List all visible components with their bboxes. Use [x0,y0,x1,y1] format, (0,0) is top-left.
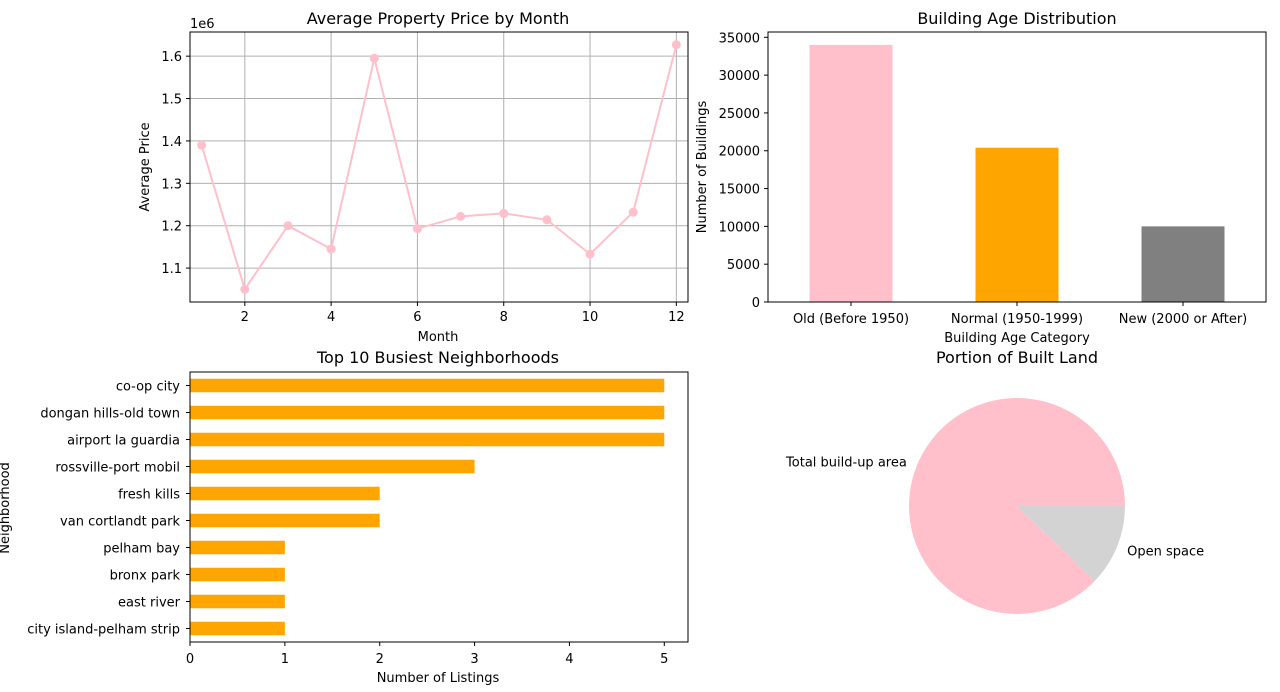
line-chart-grid [190,32,688,302]
line-chart-ticks: 2 4 6 8 10 12 1.1 1.2 1.3 1.4 1.5 1.6 [161,50,684,325]
age-chart-y-tick-label: 0 [752,296,760,311]
line-chart-point [585,249,595,259]
age-chart-y-tick-label: 5000 [727,258,760,273]
line-chart-frame [189,31,689,303]
neighborhood-chart-x-tick-label: 0 [186,652,194,667]
line-chart-series [197,40,681,294]
line-chart-point [369,53,379,63]
line-chart-x-tick-label: 6 [413,310,421,325]
line-chart-offset-label: 1e6 [190,17,215,32]
age-chart-x-tick-label: Normal (1950-1999) [951,312,1083,327]
age-chart-bar [809,44,893,302]
line-chart-point [456,211,466,221]
neighborhood-chart-y-tick-label: east river [118,596,181,611]
neighborhood-chart-bar [190,540,285,555]
line-chart-point [283,221,293,231]
line-chart-x-tick-label: 12 [668,310,685,325]
pie-chart-panel: Portion of Built Land Total build-up are… [785,348,1204,614]
neighborhood-chart-x-tick-label: 2 [376,652,384,667]
line-chart-x-tick-label: 10 [582,310,599,325]
pie-chart-slices: Total build-up area Open space [785,397,1204,614]
age-chart-bar [975,147,1059,302]
line-chart-y-tick-label: 1.2 [161,220,182,235]
line-chart-point [542,215,552,225]
neighborhood-chart-bar [190,432,665,447]
neighborhood-chart-y-tick-label: airport la guardia [67,434,180,449]
neighborhood-bar-chart-panel: Top 10 Busiest Neighborhoods 0 1 2 3 4 5 co-op… [0,348,689,686]
neighborhood-chart-bar [190,594,285,609]
pie-chart-slice-label: Open space [1127,544,1204,559]
neighborhood-chart-frame [189,371,689,643]
pie-chart-slice [1017,506,1125,581]
age-chart-y-tick-label: 25000 [719,107,760,122]
neighborhood-chart-y-tick-label: fresh kills [118,488,180,503]
line-chart-x-tick-label: 8 [500,310,508,325]
line-chart-ylabel: Average Price [138,122,153,211]
neighborhood-chart-bar [190,513,380,528]
neighborhood-chart-x-tick-label: 1 [281,652,289,667]
neighborhood-chart-y-tick-label: co-op city [116,380,180,395]
line-chart-xlabel: Month [418,330,459,345]
age-chart-y-tick-label: 30000 [719,69,760,84]
age-chart-y-tick-label: 20000 [719,145,760,160]
age-chart-y-tick-label: 35000 [719,31,760,46]
neighborhood-chart-x-tick-label: 5 [660,652,668,667]
age-chart-x-tick-label: Old (Before 1950) [793,312,909,327]
line-chart-title: Average Property Price by Month [307,9,570,28]
neighborhood-chart-ticks: 0 1 2 3 4 5 co-op city dongan hills-old town air… [27,380,668,668]
line-chart-point [326,244,336,254]
neighborhood-chart-y-tick-label: bronx park [110,569,181,584]
age-chart-x-tick-label: New (2000 or After) [1119,312,1248,327]
pie-chart-slice [909,397,1125,614]
line-chart-panel: Average Property Price by Month 1e6 2 4 6 8… [138,9,689,345]
line-chart-point [628,207,638,217]
pie-chart-title: Portion of Built Land [936,348,1098,367]
neighborhood-chart-ylabel: Neighborhood [0,462,13,554]
neighborhood-chart-title: Top 10 Busiest Neighborhoods [316,348,559,367]
age-chart-xlabel: Building Age Category [944,331,1090,346]
neighborhood-chart-bar [190,567,285,582]
age-chart-bar [1141,226,1225,302]
age-chart-bars [809,44,1225,302]
line-chart-point [197,140,207,150]
age-chart-ylabel: Number of Buildings [695,101,710,234]
neighborhood-chart-bar [190,378,665,393]
line-chart-y-tick-label: 1.4 [161,135,182,150]
neighborhood-chart-bar [190,621,285,636]
neighborhood-chart-bar [190,459,475,474]
line-chart-point [671,40,681,50]
neighborhood-chart-bar [190,486,380,501]
neighborhood-chart-xlabel: Number of Listings [377,671,500,686]
line-chart-x-tick-label: 4 [327,310,335,325]
neighborhood-chart-y-tick-label: pelham bay [103,542,180,557]
age-chart-title: Building Age Distribution [917,9,1116,28]
age-bar-chart-panel: Building Age Distribution 0 5000 10000 1500… [695,9,1267,346]
neighborhood-chart-bar [190,405,665,420]
line-chart-y-tick-label: 1.6 [161,50,182,65]
neighborhood-chart-y-tick-label: city island-pelham strip [27,623,180,638]
line-chart-point [412,224,422,234]
neighborhood-chart-y-tick-label: van cortlandt park [60,515,180,530]
neighborhood-chart-x-tick-label: 3 [470,652,478,667]
age-chart-y-tick-label: 10000 [719,220,760,235]
line-chart-series-line [200,44,678,292]
neighborhood-chart-y-tick-label: dongan hills-old town [40,407,180,422]
pie-chart-slice-label: Total build-up area [785,456,907,471]
line-chart-point [240,284,250,294]
neighborhood-chart-x-tick-label: 4 [565,652,573,667]
age-chart-frame [767,31,1267,303]
age-chart-y-tick-label: 15000 [719,183,760,198]
line-chart-x-tick-label: 2 [241,310,249,325]
age-chart-ticks: 0 5000 10000 15000 20000 25000 30000 35000 Old (… [719,31,1248,327]
neighborhood-chart-bars [190,378,665,636]
line-chart-y-tick-label: 1.3 [161,177,182,192]
neighborhood-chart-y-tick-label: rossville-port mobil [55,461,180,476]
line-chart-y-tick-label: 1.5 [161,93,182,108]
line-chart-y-tick-label: 1.1 [161,262,182,277]
line-chart-point [499,208,509,218]
